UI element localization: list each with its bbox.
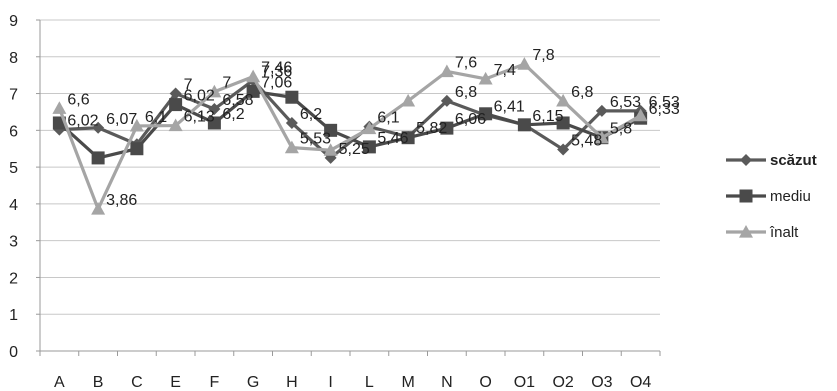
data-label: 7,06 xyxy=(261,74,292,91)
data-label: 6,1 xyxy=(145,109,167,126)
x-tick-label: L xyxy=(365,374,374,391)
legend-item: mediu xyxy=(726,188,811,205)
data-point xyxy=(740,190,753,203)
data-label: 6,13 xyxy=(184,109,215,126)
x-tick-label: B xyxy=(93,374,104,391)
data-point xyxy=(518,118,531,131)
x-tick-label: O1 xyxy=(514,374,535,391)
data-label: 6,02 xyxy=(184,88,215,105)
data-point xyxy=(169,98,182,111)
y-tick-labels: 0 1 2 3 4 5 6 7 8 9 xyxy=(9,13,18,361)
x-tick-label: O xyxy=(479,374,491,391)
data-label: 5,25 xyxy=(339,141,370,158)
data-label: 6,1 xyxy=(377,110,399,127)
grid-lines xyxy=(40,20,660,314)
data-label: 3,86 xyxy=(106,192,137,209)
legend: scăzut mediu înalt xyxy=(726,152,817,241)
y-tick-label: 3 xyxy=(9,234,18,251)
data-point xyxy=(517,57,531,70)
x-tick-label: O3 xyxy=(591,374,612,391)
x-tick-labels: A B C E F G H I L M N O O1 O2 O3 O4 xyxy=(54,374,651,391)
data-label: 6,15 xyxy=(532,108,563,125)
x-tick-label: I xyxy=(328,374,332,391)
y-tick-label: 7 xyxy=(9,87,18,104)
x-tick-label: M xyxy=(401,374,414,391)
data-label: 5,46 xyxy=(377,130,408,147)
x-tick-label: A xyxy=(54,374,65,391)
data-label: 6,8 xyxy=(571,84,593,101)
series xyxy=(52,57,647,215)
x-tick-label: E xyxy=(170,374,181,391)
legend-label: mediu xyxy=(770,188,811,205)
data-label: 7,8 xyxy=(532,47,554,64)
y-tick-label: 0 xyxy=(9,344,18,361)
data-point xyxy=(52,101,66,114)
data-label: 6,06 xyxy=(455,111,486,128)
data-point xyxy=(246,70,260,83)
data-label: 7,6 xyxy=(455,54,477,71)
y-tick-label: 8 xyxy=(9,50,18,67)
x-tick-label: O2 xyxy=(552,374,573,391)
data-point xyxy=(285,91,298,104)
data-label: 6,07 xyxy=(106,111,137,128)
data-label: 6,02 xyxy=(67,113,98,130)
data-label: 6,2 xyxy=(222,106,244,123)
data-label: 5,82 xyxy=(416,120,447,137)
data-label: 6,41 xyxy=(494,98,525,115)
data-point xyxy=(130,142,143,155)
axes xyxy=(36,20,660,356)
legend-item: scăzut xyxy=(726,152,817,169)
y-tick-label: 2 xyxy=(9,270,18,287)
x-tick-label: C xyxy=(131,374,143,391)
y-tick-label: 1 xyxy=(9,307,18,324)
data-label: 7 xyxy=(222,75,231,92)
legend-label: înalt xyxy=(769,224,799,241)
data-label: 6,8 xyxy=(455,84,477,101)
data-point xyxy=(92,151,105,164)
data-label: 6,6 xyxy=(67,91,89,108)
data-label: 7,46 xyxy=(261,60,292,77)
data-label: 5,53 xyxy=(300,131,331,148)
data-label: 6,33 xyxy=(649,101,680,118)
y-tick-label: 9 xyxy=(9,13,18,30)
x-tick-label: O4 xyxy=(630,374,651,391)
legend-label: scăzut xyxy=(770,152,817,169)
y-tick-label: 6 xyxy=(9,123,18,140)
data-label: 5,48 xyxy=(571,132,602,149)
y-tick-label: 4 xyxy=(9,197,18,214)
legend-item: înalt xyxy=(726,224,799,241)
x-tick-label: F xyxy=(209,374,219,391)
data-label: 6,2 xyxy=(300,106,322,123)
y-tick-label: 5 xyxy=(9,160,18,177)
data-point xyxy=(740,154,752,166)
data-label: 6,53 xyxy=(610,94,641,111)
data-point xyxy=(440,64,454,77)
x-tick-label: N xyxy=(441,374,453,391)
x-tick-label: H xyxy=(286,374,298,391)
x-tick-label: G xyxy=(247,374,259,391)
data-label: 5,8 xyxy=(610,121,632,138)
data-label: 7,4 xyxy=(494,62,516,79)
